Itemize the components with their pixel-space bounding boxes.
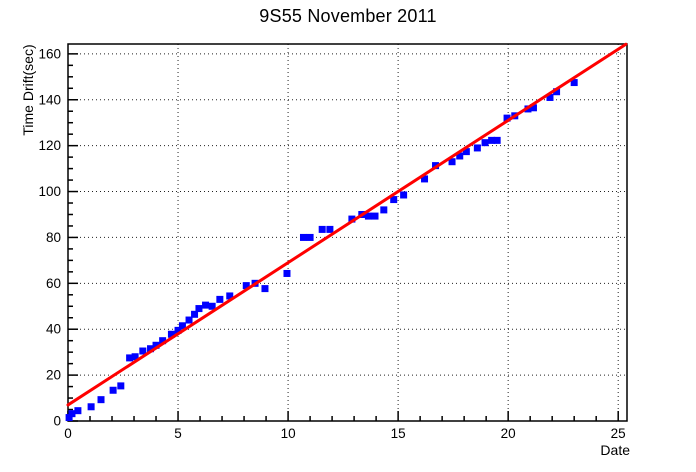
data-point-marker <box>283 269 291 277</box>
data-point-marker <box>202 301 210 309</box>
data-point-marker <box>553 88 561 96</box>
data-point-marker <box>87 403 95 411</box>
data-point-marker <box>117 382 125 390</box>
data-point-marker <box>195 305 203 313</box>
y-tick-label: 0 <box>53 414 61 429</box>
x-axis-title: Date <box>600 442 630 458</box>
y-tick-label: 60 <box>46 276 61 291</box>
data-point-marker <box>448 158 456 166</box>
fit-line <box>66 42 628 407</box>
data-point-marker <box>126 354 134 362</box>
data-point-marker <box>139 347 147 355</box>
data-point-marker <box>371 212 379 220</box>
data-point-marker <box>380 206 388 214</box>
data-point-marker <box>174 326 182 334</box>
data-point-marker <box>167 330 175 338</box>
x-tick-label: 10 <box>281 426 296 441</box>
y-tick-label: 80 <box>46 230 61 245</box>
y-tick-label: 160 <box>38 46 61 61</box>
data-point-marker <box>242 282 250 290</box>
x-tick-label: 0 <box>64 426 72 441</box>
x-tick-label: 15 <box>391 426 406 441</box>
data-point-marker <box>306 233 314 241</box>
data-point-marker <box>152 341 160 349</box>
data-point-marker <box>570 79 578 87</box>
data-point-marker <box>109 386 117 394</box>
data-point-marker <box>74 407 82 415</box>
data-point-marker <box>131 353 139 361</box>
data-point-marker <box>493 136 501 144</box>
data-point-marker <box>185 316 193 324</box>
data-point-marker <box>226 292 234 300</box>
data-point-marker <box>326 225 334 233</box>
data-point-marker <box>97 396 105 404</box>
y-axis-title: Time Drift(sec) <box>20 44 36 136</box>
data-point-marker <box>208 302 216 310</box>
data-point-marker <box>421 175 429 183</box>
y-tick-label: 40 <box>46 322 61 337</box>
data-point-marker <box>318 225 326 233</box>
y-tick-label: 140 <box>38 92 61 107</box>
data-point-marker <box>390 196 398 204</box>
data-point-marker <box>456 152 464 160</box>
data-point-marker <box>364 212 372 220</box>
chart-title: 9S55 November 2011 <box>259 6 437 26</box>
data-point-marker <box>178 322 186 330</box>
data-point-marker <box>488 136 496 144</box>
data-point-marker <box>473 144 481 152</box>
x-tick-label: 20 <box>501 426 516 441</box>
y-tick-label: 100 <box>38 184 61 199</box>
x-tick-label: 25 <box>611 426 626 441</box>
data-point-marker <box>400 191 408 199</box>
data-point-marker <box>147 345 155 353</box>
data-point-marker <box>348 215 356 223</box>
data-point-marker <box>261 285 269 293</box>
plot-frame <box>67 43 628 422</box>
data-point-marker <box>503 114 511 122</box>
data-point-marker <box>65 414 73 422</box>
y-tick-label: 20 <box>46 368 61 383</box>
data-point-marker <box>481 139 489 147</box>
y-tick-label: 120 <box>38 138 61 153</box>
data-point-marker <box>299 233 307 241</box>
x-tick-label: 5 <box>174 426 182 441</box>
data-point-marker <box>191 310 199 318</box>
data-point-marker <box>159 337 167 345</box>
data-point-marker <box>216 295 224 303</box>
data-point-marker <box>546 93 554 101</box>
data-point-marker <box>462 148 470 156</box>
data-point-marker <box>68 410 76 418</box>
data-point-marker <box>529 104 537 112</box>
